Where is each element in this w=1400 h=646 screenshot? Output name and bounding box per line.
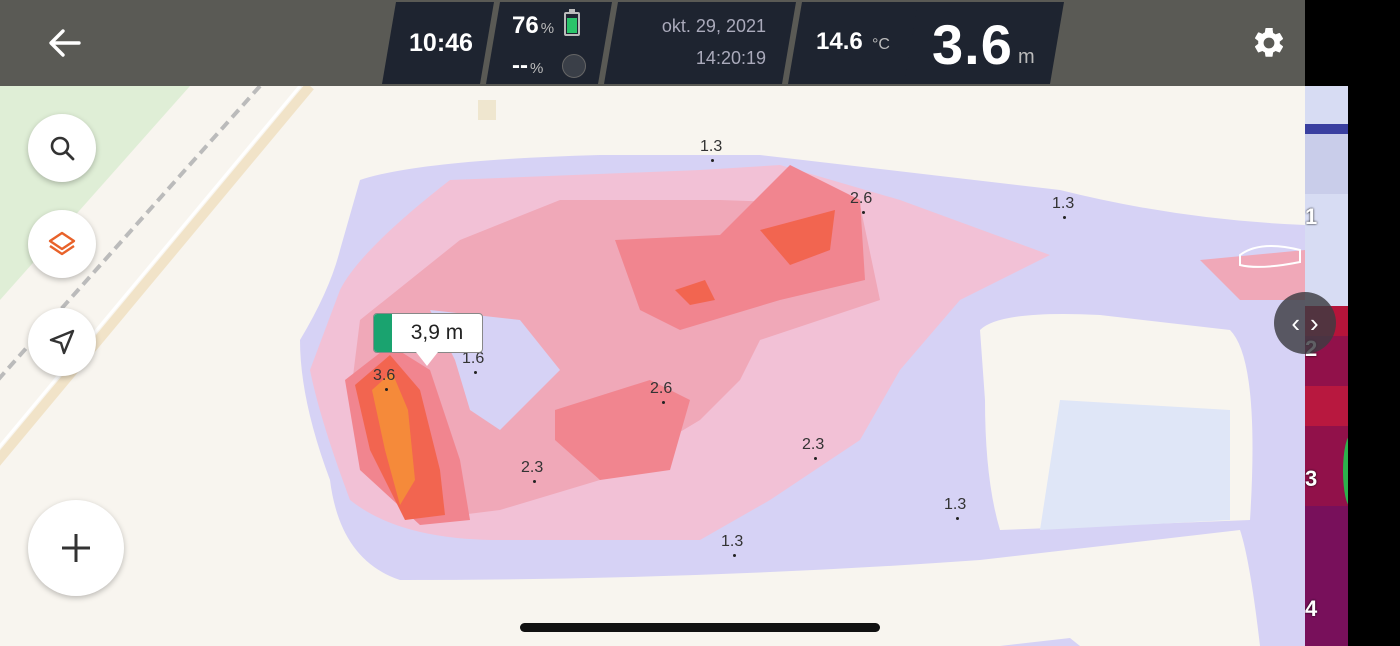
depth-label: 1.3 bbox=[944, 496, 967, 513]
battery-value: 76 bbox=[512, 12, 539, 39]
depth-value: 3.6 bbox=[932, 13, 1013, 76]
gps-row: -- % bbox=[512, 52, 543, 80]
depth-label: 2.6 bbox=[650, 380, 673, 397]
depth-zone-5 bbox=[372, 372, 415, 505]
time-text: 10:46 bbox=[409, 28, 473, 57]
popup-marker bbox=[374, 314, 392, 352]
popup-tail bbox=[416, 352, 438, 366]
bathymetry-map[interactable]: 1.3 2.6 1.3 1.6 3.6 2.6 2.3 2.3 1.3 1.3 bbox=[0, 86, 1305, 646]
depth-zone-shore bbox=[1040, 400, 1230, 530]
railway bbox=[0, 86, 262, 381]
sounding-dot bbox=[956, 517, 959, 520]
temperature-panel: 14.6 °C bbox=[788, 2, 920, 84]
depth-label: 2.3 bbox=[802, 436, 825, 453]
temperature-value: 14.6 bbox=[816, 28, 863, 55]
battery-unit: % bbox=[540, 20, 555, 37]
depth-label: 1.3 bbox=[1052, 195, 1075, 212]
top-bar: 10:46 76 % -- % okt. 29, 2021 14:20:19 1… bbox=[0, 0, 1305, 86]
arrow-left-icon bbox=[49, 29, 81, 57]
depth-label: 2.6 bbox=[850, 190, 873, 207]
sonar-scale-label: 3 bbox=[1305, 466, 1318, 491]
sonar-toggle-button[interactable]: ‹ › bbox=[1274, 292, 1336, 354]
clock-text: 14:20:19 bbox=[695, 48, 766, 68]
depth-zone-3b bbox=[555, 380, 690, 480]
sounding-dot bbox=[662, 401, 665, 404]
sonar-panel[interactable]: 1 2 3 4 bbox=[1305, 86, 1348, 646]
depth-zone-4b bbox=[675, 280, 715, 305]
date-text: okt. 29, 2021 bbox=[661, 16, 766, 36]
depth-label: 1.6 bbox=[462, 350, 485, 367]
layers-button[interactable] bbox=[28, 210, 96, 278]
road-edge bbox=[0, 86, 302, 449]
gear-icon bbox=[1254, 27, 1284, 57]
sounding-dot bbox=[385, 388, 388, 391]
date-panel: okt. 29, 2021 14:20:19 bbox=[604, 2, 796, 84]
gps-value: -- bbox=[512, 52, 528, 79]
time-panel: 10:46 bbox=[382, 2, 494, 84]
depth-label: 3.6 bbox=[373, 367, 396, 384]
navigate-button[interactable] bbox=[28, 308, 96, 376]
temperature-unit: °C bbox=[872, 36, 890, 53]
settings-button[interactable] bbox=[1242, 18, 1296, 68]
add-button[interactable] bbox=[28, 500, 124, 596]
sonar-echo-image bbox=[1305, 86, 1348, 646]
chevron-right-icon: › bbox=[1310, 307, 1319, 338]
battery-icon bbox=[564, 12, 580, 36]
plus-icon bbox=[62, 534, 90, 562]
home-indicator[interactable] bbox=[520, 623, 880, 632]
sounding-dot bbox=[474, 371, 477, 374]
sounding-dot bbox=[1063, 216, 1066, 219]
battery-panel: 76 % -- % bbox=[486, 2, 612, 84]
depth-zone-bottom bbox=[1000, 638, 1080, 646]
sounding-dot bbox=[733, 554, 736, 557]
navigation-arrow-icon bbox=[49, 329, 75, 355]
depth-label: 1.3 bbox=[721, 533, 744, 550]
building bbox=[478, 100, 496, 120]
chevron-left-icon: ‹ bbox=[1291, 307, 1300, 338]
depth-popup[interactable]: 3,9 m bbox=[373, 313, 483, 353]
layers-icon bbox=[48, 231, 76, 256]
battery-row: 76 % bbox=[512, 12, 554, 40]
road bbox=[0, 86, 314, 466]
outline-shape bbox=[1239, 245, 1301, 268]
gps-unit: % bbox=[529, 60, 544, 77]
back-button[interactable] bbox=[40, 20, 90, 66]
sonar-scale-label: 1 bbox=[1305, 204, 1318, 229]
depth-contour-layer bbox=[0, 86, 1305, 646]
sounding-dot bbox=[533, 480, 536, 483]
depth-unit: m bbox=[1018, 46, 1035, 68]
popup-depth-text: 3,9 m bbox=[410, 321, 464, 344]
search-button[interactable] bbox=[28, 114, 96, 182]
gps-signal-icon bbox=[562, 54, 586, 78]
depth-label: 2.3 bbox=[521, 459, 544, 476]
search-icon bbox=[50, 136, 75, 161]
sounding-dot bbox=[711, 159, 714, 162]
sonar-scale-label: 4 bbox=[1305, 596, 1318, 621]
sounding-dot bbox=[814, 457, 817, 460]
depth-label: 1.3 bbox=[700, 138, 723, 155]
depth-zone-3 bbox=[615, 165, 865, 330]
depth-panel: 3.6 m bbox=[904, 2, 1064, 84]
depth-zone-edge bbox=[1200, 250, 1305, 300]
sounding-dot bbox=[862, 211, 865, 214]
depth-zone-4 bbox=[760, 210, 835, 265]
